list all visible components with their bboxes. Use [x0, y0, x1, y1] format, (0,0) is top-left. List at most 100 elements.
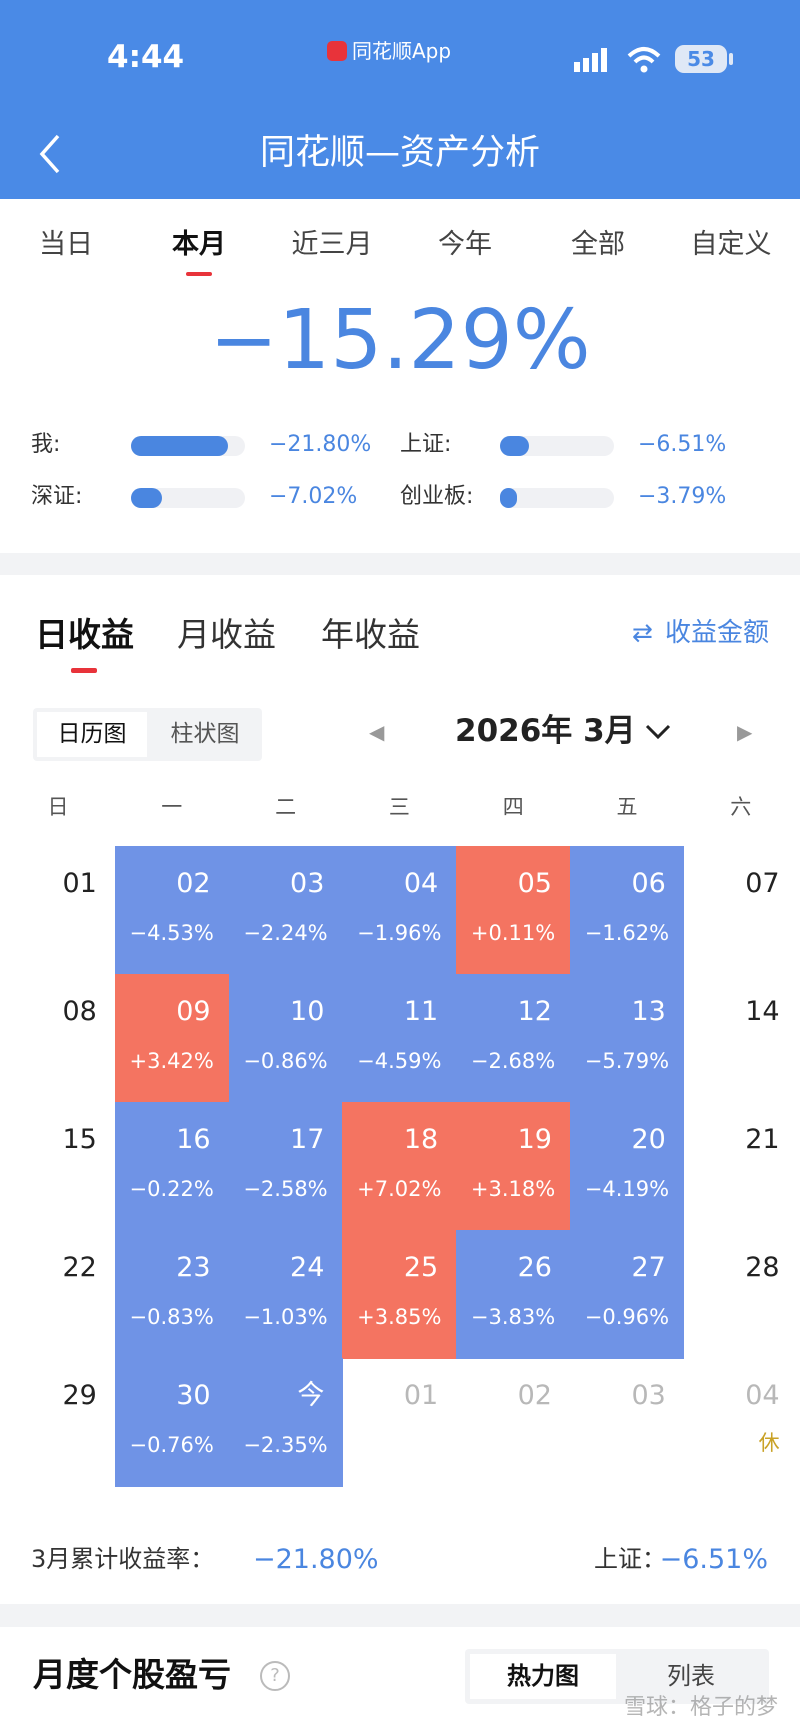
daily-return: −1.03% [243, 1305, 328, 1329]
calendar-day: 22 [62, 1252, 97, 1283]
period-tab[interactable]: 本月 [172, 229, 226, 260]
holiday-note: 休 [758, 1431, 780, 1455]
calendar-day: 11 [403, 996, 439, 1027]
calendar-cell[interactable] [570, 974, 685, 1103]
calendar-day: 30 [176, 1380, 211, 1411]
calendar-day: 16 [176, 1124, 211, 1155]
calendar-cell[interactable] [228, 1102, 343, 1231]
calendar-day: 01 [403, 1380, 439, 1411]
section-tab[interactable]: 日收益 [35, 615, 134, 654]
calendar-cell[interactable] [342, 1230, 457, 1359]
index-value: −6.51% [659, 1544, 768, 1575]
battery-tip [729, 53, 733, 65]
active-indicator [71, 668, 97, 673]
calendar-day: 02 [517, 1380, 552, 1411]
battery-level: 53 [687, 47, 715, 71]
period-tab[interactable]: 全部 [571, 229, 625, 260]
month-dropdown[interactable] [644, 722, 672, 745]
status-app: 同花顺App [352, 39, 452, 63]
weekday: 一 [161, 795, 183, 819]
bottom-option[interactable]: 热力图 [470, 1654, 616, 1699]
active-indicator [186, 272, 212, 276]
daily-return: −2.24% [243, 921, 328, 945]
period-tab[interactable]: 自定义 [690, 229, 772, 260]
calendar-day: 07 [745, 868, 780, 899]
calendar-day: 04 [745, 1380, 780, 1411]
daily-return: +3.42% [129, 1049, 214, 1073]
daily-return: −0.22% [129, 1177, 214, 1201]
compare-track [500, 488, 614, 508]
calendar-cell[interactable] [114, 1230, 230, 1359]
calendar-cell[interactable] [342, 1102, 457, 1231]
period-tab[interactable]: 当日 [39, 229, 93, 260]
compare-value: −7.02% [269, 484, 358, 509]
section-title: 月度个股盈亏 [33, 1655, 231, 1694]
calendar-cell[interactable] [456, 1230, 571, 1359]
calendar-day: 29 [62, 1380, 97, 1411]
weekday: 五 [616, 795, 638, 819]
calendar-cell[interactable] [342, 974, 457, 1103]
compare-label: 我: [31, 432, 61, 457]
calendar-cell[interactable] [570, 846, 685, 975]
next-month[interactable]: ▶ [737, 720, 753, 744]
calendar-day: 25 [403, 1252, 439, 1283]
wifi-icon [627, 47, 661, 73]
daily-return: +3.18% [470, 1177, 556, 1201]
calendar-cell[interactable] [228, 974, 343, 1103]
help-icon[interactable]: ? [260, 1661, 290, 1691]
weekday: 六 [730, 795, 752, 819]
compare-bar [500, 436, 529, 456]
calendar-cell[interactable] [570, 1230, 685, 1359]
calendar-day: 05 [517, 868, 552, 899]
amount-link[interactable]: 收益金额 [665, 618, 770, 648]
section-tab[interactable]: 月收益 [177, 615, 276, 654]
calendar-cell[interactable] [342, 846, 457, 975]
calendar-day: 12 [517, 996, 552, 1027]
calendar-cell[interactable] [228, 846, 343, 975]
period-tab[interactable]: 近三月 [291, 229, 373, 260]
weekday: 二 [275, 795, 297, 819]
app-icon [327, 41, 347, 61]
calendar-cell[interactable] [114, 1358, 230, 1487]
calendar-cell[interactable] [228, 1358, 343, 1487]
calendar-day: 26 [517, 1252, 552, 1283]
calendar-cell[interactable] [114, 974, 230, 1103]
daily-return: −2.68% [470, 1049, 556, 1073]
calendar-day: 19 [517, 1124, 552, 1155]
calendar-cell[interactable] [456, 974, 571, 1103]
compare-track [500, 436, 614, 456]
calendar-day: 24 [290, 1252, 325, 1283]
calendar-cell[interactable] [114, 1102, 230, 1231]
view-option[interactable]: 柱状图 [170, 721, 240, 747]
calendar-day: 23 [176, 1252, 211, 1283]
daily-return: −5.79% [584, 1049, 670, 1073]
daily-return: +7.02% [357, 1177, 442, 1201]
header-bar [0, 0, 800, 199]
calendar-day: 15 [62, 1124, 97, 1155]
total-return: −15.29% [209, 293, 591, 388]
calendar-day: 13 [631, 996, 666, 1027]
prev-month[interactable]: ◀ [369, 720, 385, 744]
back-button[interactable] [38, 132, 62, 176]
section-tab[interactable]: 年收益 [321, 615, 420, 654]
daily-return: −0.83% [129, 1305, 214, 1329]
daily-return: −4.19% [584, 1177, 670, 1201]
calendar-cell[interactable] [570, 1102, 685, 1231]
cumulative-label: 3月累计收益率： [31, 1545, 215, 1573]
calendar-cell[interactable] [456, 846, 571, 975]
view-option[interactable]: 日历图 [37, 712, 147, 757]
bottom-option[interactable]: 列表 [667, 1662, 715, 1690]
daily-return: −1.62% [584, 921, 670, 945]
compare-bar [500, 488, 517, 508]
separator [0, 1604, 800, 1627]
daily-return: −4.59% [357, 1049, 442, 1073]
daily-return: +3.85% [357, 1305, 442, 1329]
calendar-cell[interactable] [114, 846, 230, 975]
period-tab[interactable]: 今年 [438, 229, 492, 260]
status-time: 4:44 [107, 39, 185, 75]
daily-return: −4.53% [129, 921, 214, 945]
compare-label: 上证: [400, 432, 452, 457]
calendar-cell[interactable] [228, 1230, 343, 1359]
calendar-day: 08 [62, 996, 97, 1027]
calendar-cell[interactable] [456, 1102, 571, 1231]
